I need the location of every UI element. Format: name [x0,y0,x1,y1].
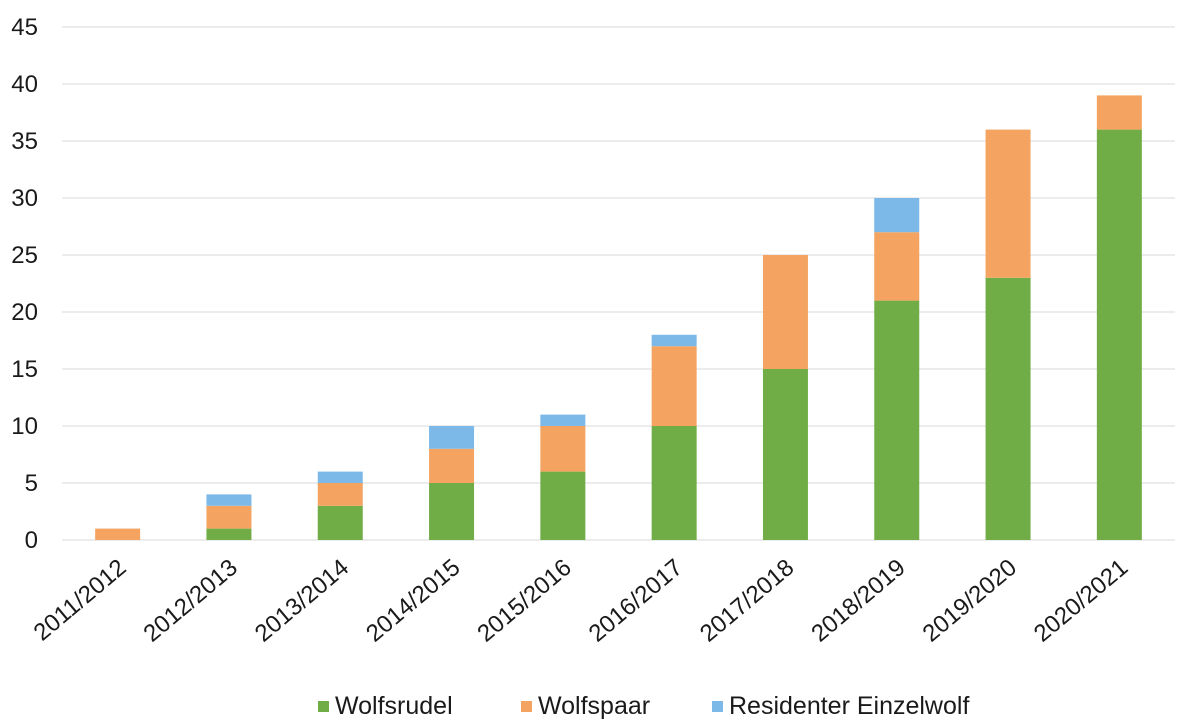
legend-label: Residenter Einzelwolf [729,692,969,720]
bar-segment-residenter-einzelwolf [651,334,697,347]
y-tick-label: 0 [25,527,38,554]
bar-segment-wolfsrudel [540,471,586,540]
legend-swatch [318,701,329,712]
bar-segment-wolfspaar [1096,95,1142,130]
bar-segment-wolfsrudel [206,528,252,540]
y-axis-ticks: 0 5 10 15 20 25 30 35 40 45 [11,14,38,554]
bar-segment-wolfsrudel [985,277,1031,540]
y-tick-label: 20 [11,299,38,326]
bar-segment-wolfsrudel [762,369,808,540]
x-tick-label: 2014/2015 [361,554,465,648]
bar-segment-wolfsrudel [651,426,697,540]
x-axis-ticks: 2011/2012 2012/2013 2013/2014 2014/2015 2015… [29,554,1134,648]
bar-segment-wolfsrudel [429,483,475,540]
x-tick-label: 2012/2013 [139,554,243,648]
bar-segment-residenter-einzelwolf [206,494,252,506]
bar-segment-wolfsrudel [874,300,920,540]
x-tick-label: 2020/2021 [1029,554,1133,648]
bar-segment-wolfspaar [762,255,808,369]
y-tick-label: 45 [11,14,38,41]
x-tick-label: 2011/2012 [29,554,132,646]
x-tick-label: 2019/2020 [918,554,1022,648]
x-tick-label: 2017/2018 [695,554,799,648]
y-tick-label: 30 [11,185,38,212]
y-tick-label: 25 [11,242,38,269]
y-tick-label: 35 [11,128,38,155]
x-tick-label: 2016/2017 [584,554,688,648]
y-tick-label: 5 [25,470,38,497]
legend: Wolfsrudel Wolfspaar Residenter Einzelwolf [318,692,969,720]
gridlines [62,26,1175,541]
y-tick-label: 15 [11,356,38,383]
legend-label: Wolfsrudel [335,692,453,720]
bar-segment-wolfspaar [874,232,920,301]
bar-segment-residenter-einzelwolf [317,471,363,483]
legend-label: Wolfspaar [538,692,650,720]
bars [95,95,1142,540]
bar-segment-residenter-einzelwolf [540,414,586,426]
x-tick-label: 2013/2014 [250,554,354,648]
bar-segment-wolfspaar [651,346,697,426]
legend-swatch [521,701,532,712]
bar-segment-wolfspaar [206,505,252,529]
x-tick-label: 2018/2019 [806,554,910,648]
y-tick-label: 40 [11,71,38,98]
bar-segment-wolfspaar [317,483,363,506]
bar-segment-wolfspaar [429,448,475,483]
bar-segment-wolfspaar [95,528,141,540]
legend-swatch [712,701,723,712]
bar-segment-wolfsrudel [1096,129,1142,540]
bar-segment-wolfspaar [540,426,586,472]
bar-segment-residenter-einzelwolf [874,198,920,233]
bar-segment-wolfspaar [985,129,1031,278]
bar-segment-wolfsrudel [317,505,363,540]
bar-segment-residenter-einzelwolf [429,426,475,449]
x-tick-label: 2015/2016 [472,554,576,648]
y-tick-label: 10 [11,413,38,440]
